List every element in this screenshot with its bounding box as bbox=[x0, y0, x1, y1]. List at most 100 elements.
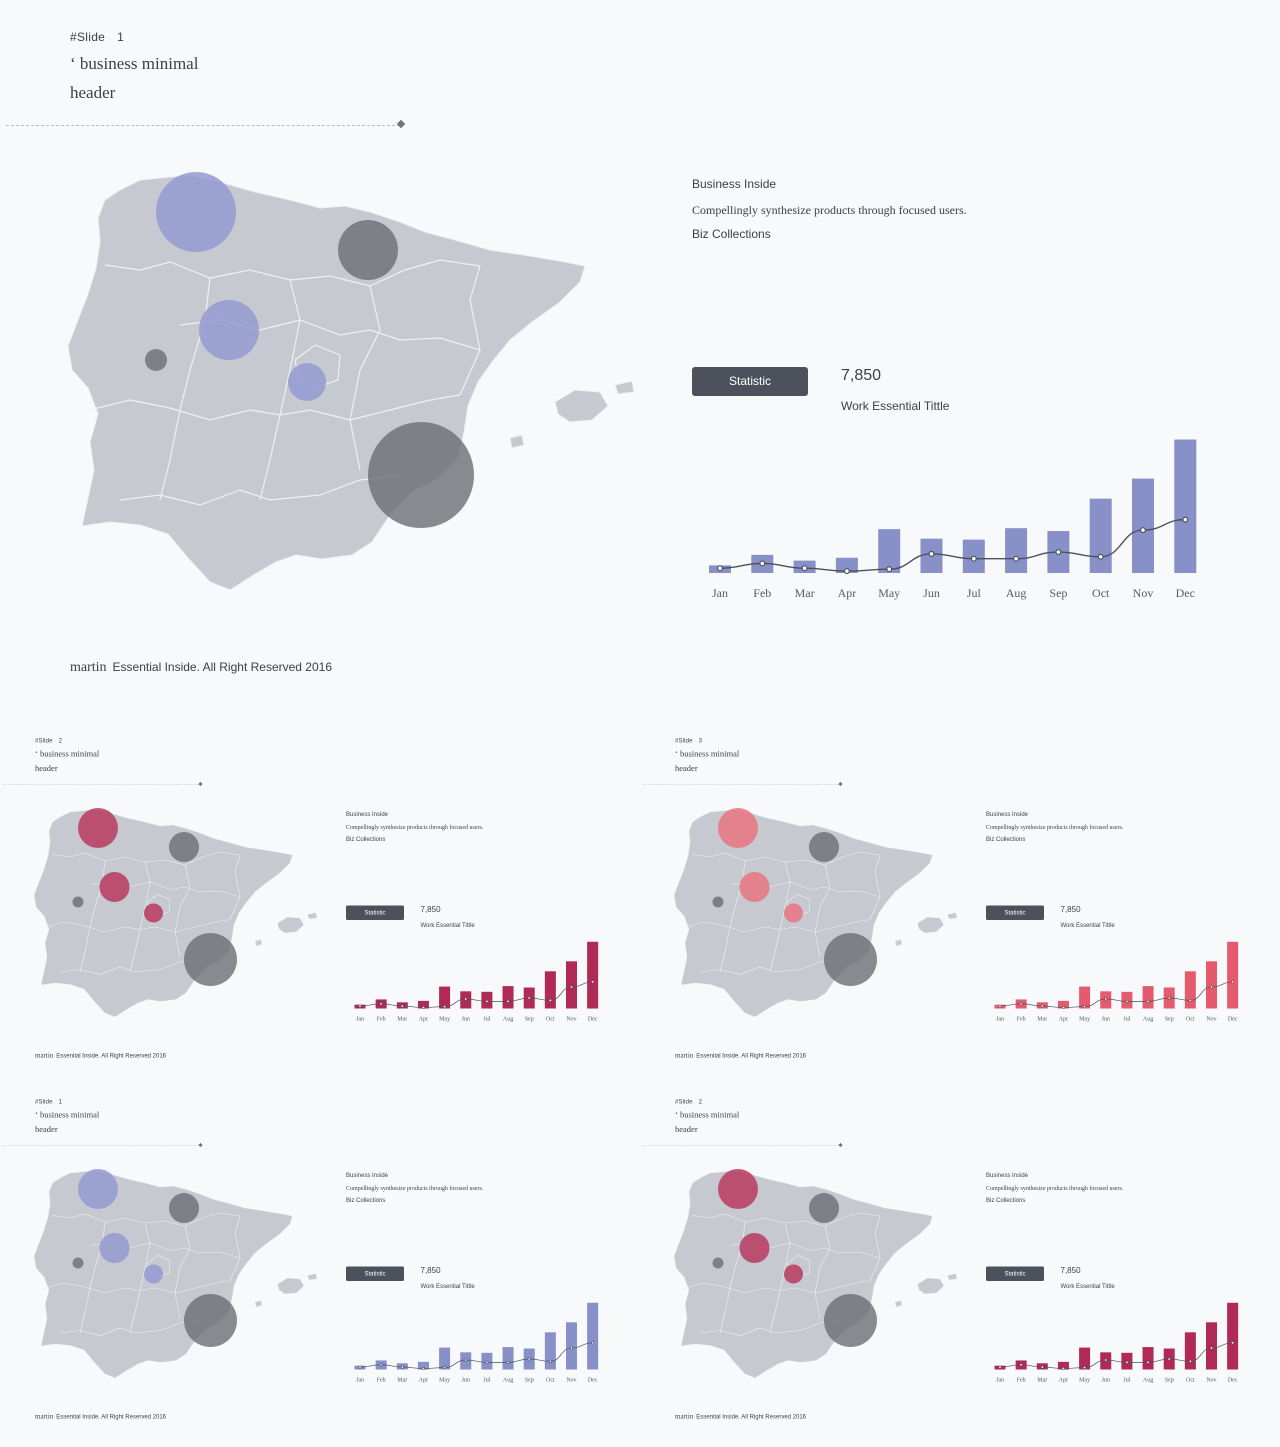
bar-may bbox=[1079, 1347, 1091, 1370]
map-bubble-navarra bbox=[809, 1193, 839, 1223]
x-tick-label: Dec bbox=[1228, 1017, 1238, 1023]
divider-line bbox=[3, 784, 200, 785]
x-tick-label: Feb bbox=[377, 1017, 386, 1023]
map-bubble-madrid bbox=[784, 903, 803, 923]
bar-apr bbox=[1057, 1361, 1069, 1370]
map-bubble-navarra bbox=[169, 832, 199, 862]
slide-number-value: 2 bbox=[58, 737, 63, 744]
line-point-mar bbox=[801, 565, 808, 572]
statistic-caption: Work Essential Tittle bbox=[420, 1282, 475, 1290]
bar-dec bbox=[587, 1302, 599, 1370]
footer-brand: martin bbox=[675, 1413, 694, 1421]
statistic-button[interactable]: Statistic bbox=[346, 905, 404, 920]
bar-oct bbox=[544, 971, 556, 1009]
bar-nov bbox=[566, 961, 577, 1009]
map-bubble-castilla-leon bbox=[739, 872, 770, 902]
divider-line bbox=[3, 1145, 200, 1146]
x-tick-label: Sep bbox=[1165, 1378, 1174, 1384]
x-tick-label: Oct bbox=[1186, 1378, 1195, 1384]
bar-may bbox=[878, 529, 901, 573]
x-tick-label: Feb bbox=[753, 586, 771, 600]
monthly-bar-chart: Jan Feb Mar Apr May Jun Jul Aug Sep Oct Nov Dec bbox=[354, 1302, 599, 1384]
x-tick-label: May bbox=[439, 1017, 450, 1023]
x-tick-label: Jun bbox=[462, 1378, 470, 1384]
slide-title-line1: ‘ business minimal bbox=[35, 749, 100, 759]
divider-line bbox=[643, 784, 840, 785]
spain-map bbox=[673, 808, 958, 1018]
map-bubble-galicia bbox=[78, 1169, 118, 1209]
map-bubble-madrid bbox=[144, 903, 163, 923]
spain-map bbox=[673, 1169, 958, 1379]
line-point-jun bbox=[1104, 1358, 1108, 1362]
map-bubble-madrid bbox=[288, 363, 326, 401]
footer: martin Essential Inside. All Right Reserv… bbox=[35, 1052, 166, 1060]
trend-line bbox=[999, 981, 1233, 1008]
bar-may bbox=[439, 1347, 451, 1370]
x-tick-label: Sep bbox=[1165, 1017, 1174, 1023]
bar-nov bbox=[1206, 1322, 1217, 1370]
line-point-jul bbox=[485, 999, 489, 1003]
x-tick-label: Jul bbox=[1123, 1017, 1130, 1023]
line-point-mar bbox=[400, 1004, 404, 1008]
bar-oct bbox=[1184, 1332, 1196, 1370]
statistic-button[interactable]: Statistic bbox=[346, 1266, 404, 1281]
bar-aug bbox=[502, 986, 514, 1009]
bar-apr bbox=[835, 557, 858, 573]
statistic-value: 7,850 bbox=[1060, 1266, 1081, 1276]
slide-thumb-3[interactable]: #Slide 1 ‘ business minimal header bbox=[0, 1083, 640, 1443]
statistic-caption: Work Essential Tittle bbox=[1060, 1282, 1115, 1290]
statistic-button[interactable]: Statistic bbox=[692, 367, 808, 396]
trend-line bbox=[359, 981, 593, 1008]
line-point-nov bbox=[1210, 985, 1214, 989]
map-bubbles bbox=[145, 172, 474, 528]
x-tick-label: Apr bbox=[1059, 1017, 1068, 1023]
x-tick-label: Mar bbox=[397, 1017, 407, 1023]
slide-title-line2: header bbox=[675, 763, 698, 774]
x-tick-label: Nov bbox=[1206, 1378, 1216, 1384]
statistic-button[interactable]: Statistic bbox=[986, 905, 1044, 920]
x-tick-label: Feb bbox=[1017, 1378, 1026, 1384]
slide-number-value: 1 bbox=[58, 1098, 63, 1105]
bar-dec bbox=[1227, 1302, 1239, 1370]
iberian-peninsula-shape bbox=[33, 1170, 293, 1379]
line-point-apr bbox=[421, 1006, 425, 1010]
slide-thumb-2[interactable]: #Slide 3 ‘ business minimal header bbox=[640, 722, 1280, 1082]
monthly-bar-chart: Jan Feb Mar Apr May Jun Jul Aug Sep Oct Nov Dec bbox=[994, 941, 1239, 1023]
slide-number-value: 2 bbox=[698, 1098, 703, 1105]
slide-thumb-4[interactable]: #Slide 2 ‘ business minimal header bbox=[640, 1083, 1280, 1443]
info-title: Business Inside bbox=[692, 177, 777, 191]
bar-apr bbox=[417, 1000, 429, 1009]
line-point-nov bbox=[1140, 527, 1147, 534]
x-tick-label: Apr bbox=[1059, 1378, 1068, 1384]
spain-map bbox=[67, 172, 635, 591]
map-bubble-castilla-leon bbox=[99, 872, 130, 902]
bar-dec bbox=[1174, 439, 1197, 573]
trend-line bbox=[719, 518, 1186, 572]
info-text: Compellingly synthesize products through… bbox=[986, 1184, 1124, 1192]
map-bubble-galicia bbox=[718, 808, 758, 848]
mallorca-shape bbox=[554, 389, 609, 423]
info-text: Compellingly synthesize products through… bbox=[692, 203, 967, 217]
line-point-oct bbox=[548, 998, 552, 1002]
x-tick-label: Dec bbox=[588, 1378, 598, 1384]
slide-thumb-1[interactable]: #Slide 2 ‘ business minimal header bbox=[0, 722, 640, 1082]
statistic-value: 7,850 bbox=[841, 367, 882, 384]
bar-nov bbox=[1132, 478, 1154, 573]
slide-number: #Slide 1 bbox=[35, 1098, 62, 1105]
line-point-sep bbox=[1167, 996, 1171, 1000]
slide-number: #Slide 3 bbox=[675, 737, 702, 744]
bar-aug bbox=[1142, 986, 1154, 1009]
statistic-caption: Work Essential Tittle bbox=[841, 399, 950, 413]
x-tick-label: Sep bbox=[525, 1378, 534, 1384]
spain-map bbox=[33, 1169, 318, 1379]
x-tick-label: Sep bbox=[1049, 586, 1067, 600]
statistic-button[interactable]: Statistic bbox=[986, 1266, 1044, 1281]
mallorca-shape bbox=[917, 916, 945, 934]
line-point-sep bbox=[527, 996, 531, 1000]
divider-diamond-icon bbox=[838, 781, 843, 787]
footer: martin Essential Inside. All Right Reserv… bbox=[675, 1413, 806, 1421]
map-bubble-navarra bbox=[338, 220, 398, 280]
map-bubble-castilla-leon bbox=[199, 300, 259, 360]
map-bubble-extremadura-north bbox=[72, 896, 84, 908]
slide-number-value: 3 bbox=[698, 737, 703, 744]
